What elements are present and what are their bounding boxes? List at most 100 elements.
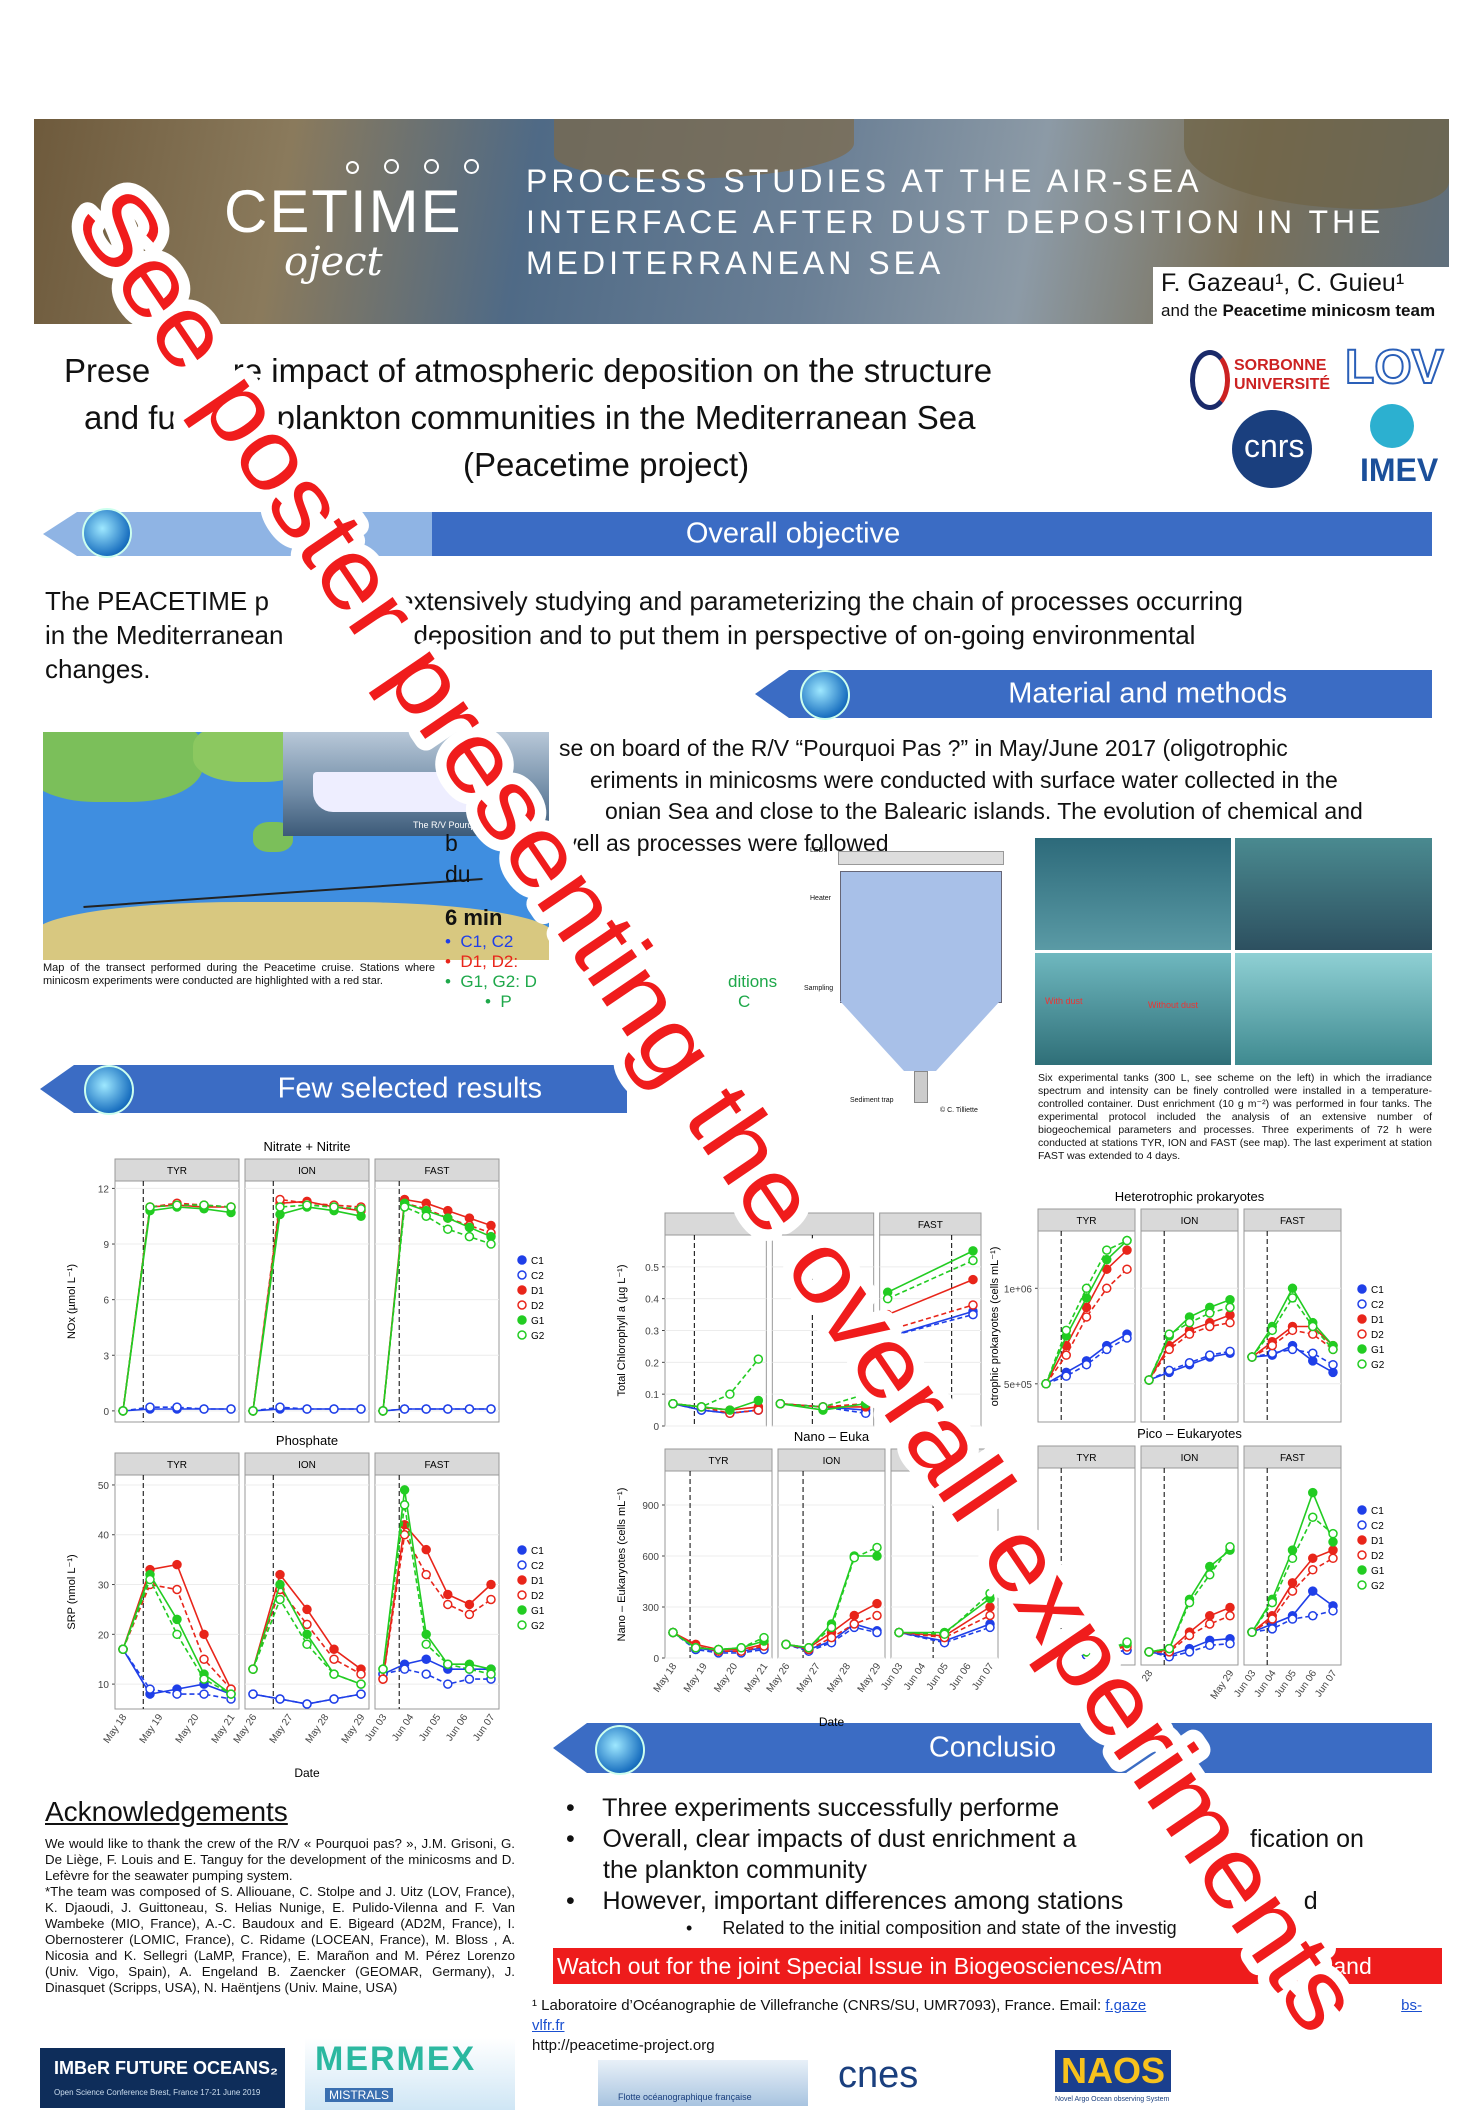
data-point (1328, 1537, 1338, 1547)
data-point (248, 1664, 258, 1674)
data-point (1041, 1643, 1051, 1654)
data-point (356, 1669, 366, 1679)
data-point (882, 1309, 893, 1320)
data-point (1328, 1553, 1338, 1564)
data-point (199, 1689, 209, 1699)
objective-line-3: changes. (45, 654, 151, 684)
data-point (399, 1198, 410, 1208)
series-line (672, 1358, 759, 1408)
data-point (145, 1684, 155, 1694)
data-point (1308, 1586, 1318, 1596)
facet-label: FAST (424, 1166, 449, 1177)
data-point (199, 1200, 209, 1210)
data-point (226, 1684, 236, 1694)
email-end[interactable]: bs- (1401, 1997, 1422, 2014)
data-point (759, 1641, 769, 1651)
data-point (872, 1542, 882, 1553)
facet-label: FAST (424, 1460, 449, 1471)
data-point (696, 1405, 707, 1415)
data-point (725, 1389, 735, 1399)
data-point (1122, 1235, 1132, 1246)
url[interactable]: http://peacetime-project.org (532, 2037, 715, 2054)
data-point (275, 1594, 285, 1605)
data-point (1205, 1611, 1215, 1621)
data-point (753, 1354, 764, 1364)
panel (879, 1234, 982, 1427)
data-point (804, 1646, 814, 1656)
email[interactable]: f.gaze (1105, 1997, 1147, 2014)
data-point (759, 1636, 769, 1646)
facet-label: ION (823, 1456, 841, 1467)
data-point (118, 1406, 128, 1416)
photo (1035, 838, 1231, 950)
data-point (1102, 1283, 1112, 1294)
email-line2[interactable]: vlfr.fr (532, 2017, 565, 2034)
data-point (443, 1213, 453, 1223)
data-point (275, 1569, 285, 1580)
land-2 (1184, 119, 1449, 209)
data-point (248, 1664, 258, 1674)
data-point (1225, 1542, 1235, 1552)
series-line (898, 1614, 991, 1639)
methods-line-2: eriments in minicosms were conducted wit… (590, 767, 1338, 793)
data-point (399, 1194, 410, 1205)
panel (114, 1180, 240, 1423)
brand: CETIME (224, 178, 463, 245)
data-point (486, 1664, 496, 1674)
data-point (421, 1198, 431, 1208)
methods-list: • C1, C2 • D1, D2: • G1, G2: D • P (445, 932, 537, 1012)
data-point (1287, 1344, 1298, 1355)
data-point (1041, 1379, 1051, 1389)
data-point (1102, 1344, 1112, 1355)
data-point (882, 1287, 893, 1298)
legend-label: G2 (1371, 1581, 1385, 1592)
legend-label: D2 (531, 1301, 544, 1312)
series-line (252, 1204, 362, 1412)
data-point (826, 1619, 837, 1629)
series-line (1251, 1516, 1334, 1633)
x-tick-label: May 26 (765, 1661, 793, 1695)
legend-label: C1 (1371, 1285, 1384, 1296)
data-point (860, 1389, 871, 1399)
series-line (1148, 1350, 1231, 1381)
data-point (1122, 1329, 1132, 1339)
data-point (1328, 1340, 1338, 1351)
methods-bar: Material and methods (755, 670, 1432, 718)
methods-line-1: se on board of the R/V “Pourquoi Pas ?” … (559, 735, 1288, 761)
diagram-label: Heater (810, 895, 832, 902)
data-point (421, 1404, 431, 1414)
data-point (443, 1213, 453, 1223)
photos: With dust Without dust (1035, 838, 1432, 1065)
data-point (1144, 1647, 1154, 1657)
series-line (252, 1582, 362, 1685)
data-point (329, 1202, 339, 1212)
facet-strip (114, 1452, 240, 1476)
legend-marker (1357, 1505, 1367, 1515)
series-line (1045, 1337, 1128, 1385)
series-line (122, 1572, 232, 1695)
data-point (443, 1589, 453, 1600)
data-point (172, 1200, 182, 1210)
data-point (1081, 1650, 1092, 1660)
data-point (968, 1309, 978, 1320)
data-point (691, 1639, 701, 1650)
facet-strip (114, 1158, 240, 1182)
data-point (826, 1622, 837, 1633)
data-point (1184, 1325, 1195, 1336)
data-point (464, 1404, 475, 1414)
data-point (894, 1627, 904, 1638)
x-tick-label: Jun 03 (879, 1661, 905, 1692)
series-line (898, 1592, 991, 1636)
data-point (464, 1664, 475, 1674)
x-tick-label: May 18 (652, 1661, 680, 1695)
series-line (382, 1658, 491, 1675)
data-point (118, 1406, 128, 1416)
series-line (252, 1206, 362, 1412)
logo-imev: IMEV (1360, 404, 1438, 492)
legend-marker (517, 1270, 527, 1280)
facet-strip (1037, 1445, 1136, 1469)
series-line (252, 1572, 362, 1670)
series-line (780, 1402, 866, 1408)
data-point (443, 1404, 453, 1414)
data-point (421, 1639, 431, 1650)
